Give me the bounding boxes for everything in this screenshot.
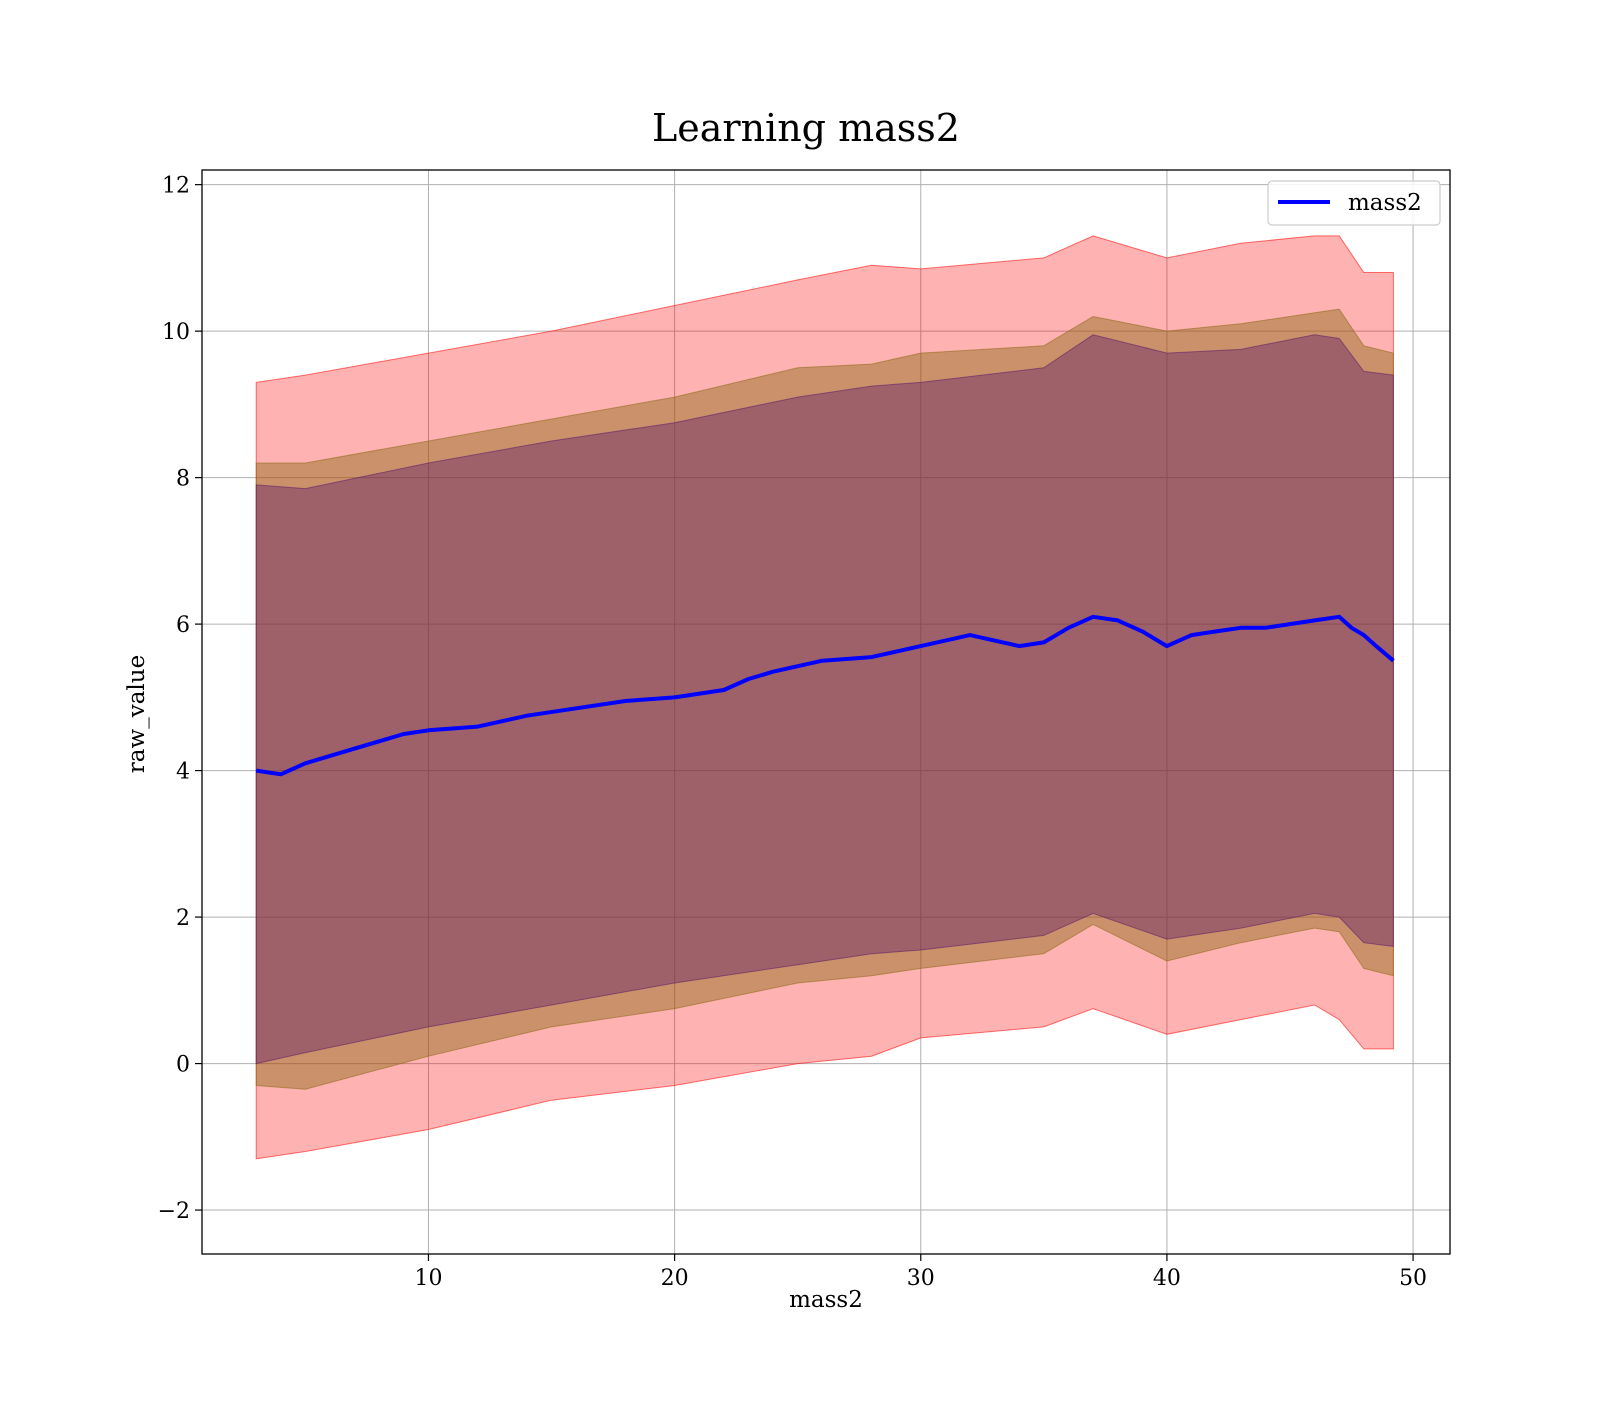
x-tick-label-3: 40	[1153, 1266, 1181, 1291]
series-line-mass2	[255, 614, 1395, 777]
uncertainty-band-3	[255, 334, 1394, 1065]
x-axis-label: mass2	[789, 1287, 863, 1313]
legend-frame	[1267, 180, 1441, 226]
y-tick-label-4: 6	[176, 613, 190, 638]
legend: mass2	[1267, 180, 1441, 226]
y-tick-label-3: 4	[176, 760, 190, 785]
chart-title: Learning mass2	[652, 106, 960, 150]
uncertainty-band-2	[255, 308, 1394, 1090]
y-tick-label-0: −2	[158, 1199, 190, 1224]
y-tick-label-6: 10	[162, 320, 190, 345]
y-tick-label-1: 0	[176, 1053, 190, 1078]
y-tick-label-5: 8	[176, 467, 190, 492]
x-tick-label-0: 10	[414, 1266, 442, 1291]
legend-label-mass2: mass2	[1348, 190, 1422, 216]
y-axis-label: raw_value	[124, 655, 150, 773]
y-tick-label-7: 12	[162, 174, 190, 199]
uncertainty-band-1	[255, 235, 1394, 1160]
plot-area: 10 20 30 40 50 −2 0 2 4 6 8 10 12	[158, 169, 1451, 1291]
y-tick-label-2: 2	[176, 906, 190, 931]
axes-frame	[201, 169, 1451, 1255]
x-tick-label-1: 20	[661, 1266, 689, 1291]
x-tick-label-4: 50	[1399, 1266, 1427, 1291]
x-tick-label-2: 30	[907, 1266, 935, 1291]
